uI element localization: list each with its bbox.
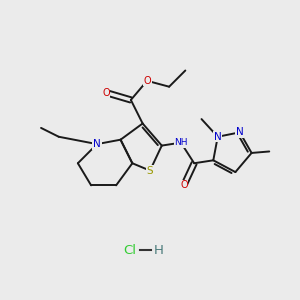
Text: NH: NH [174, 138, 188, 147]
Text: O: O [102, 88, 110, 98]
Text: N: N [214, 132, 222, 142]
Text: N: N [93, 139, 101, 149]
Text: H: H [154, 244, 164, 256]
Text: N: N [236, 127, 244, 137]
Text: O: O [143, 76, 151, 86]
Text: Cl: Cl [123, 244, 136, 256]
Text: S: S [147, 166, 153, 176]
Text: O: O [180, 180, 188, 190]
